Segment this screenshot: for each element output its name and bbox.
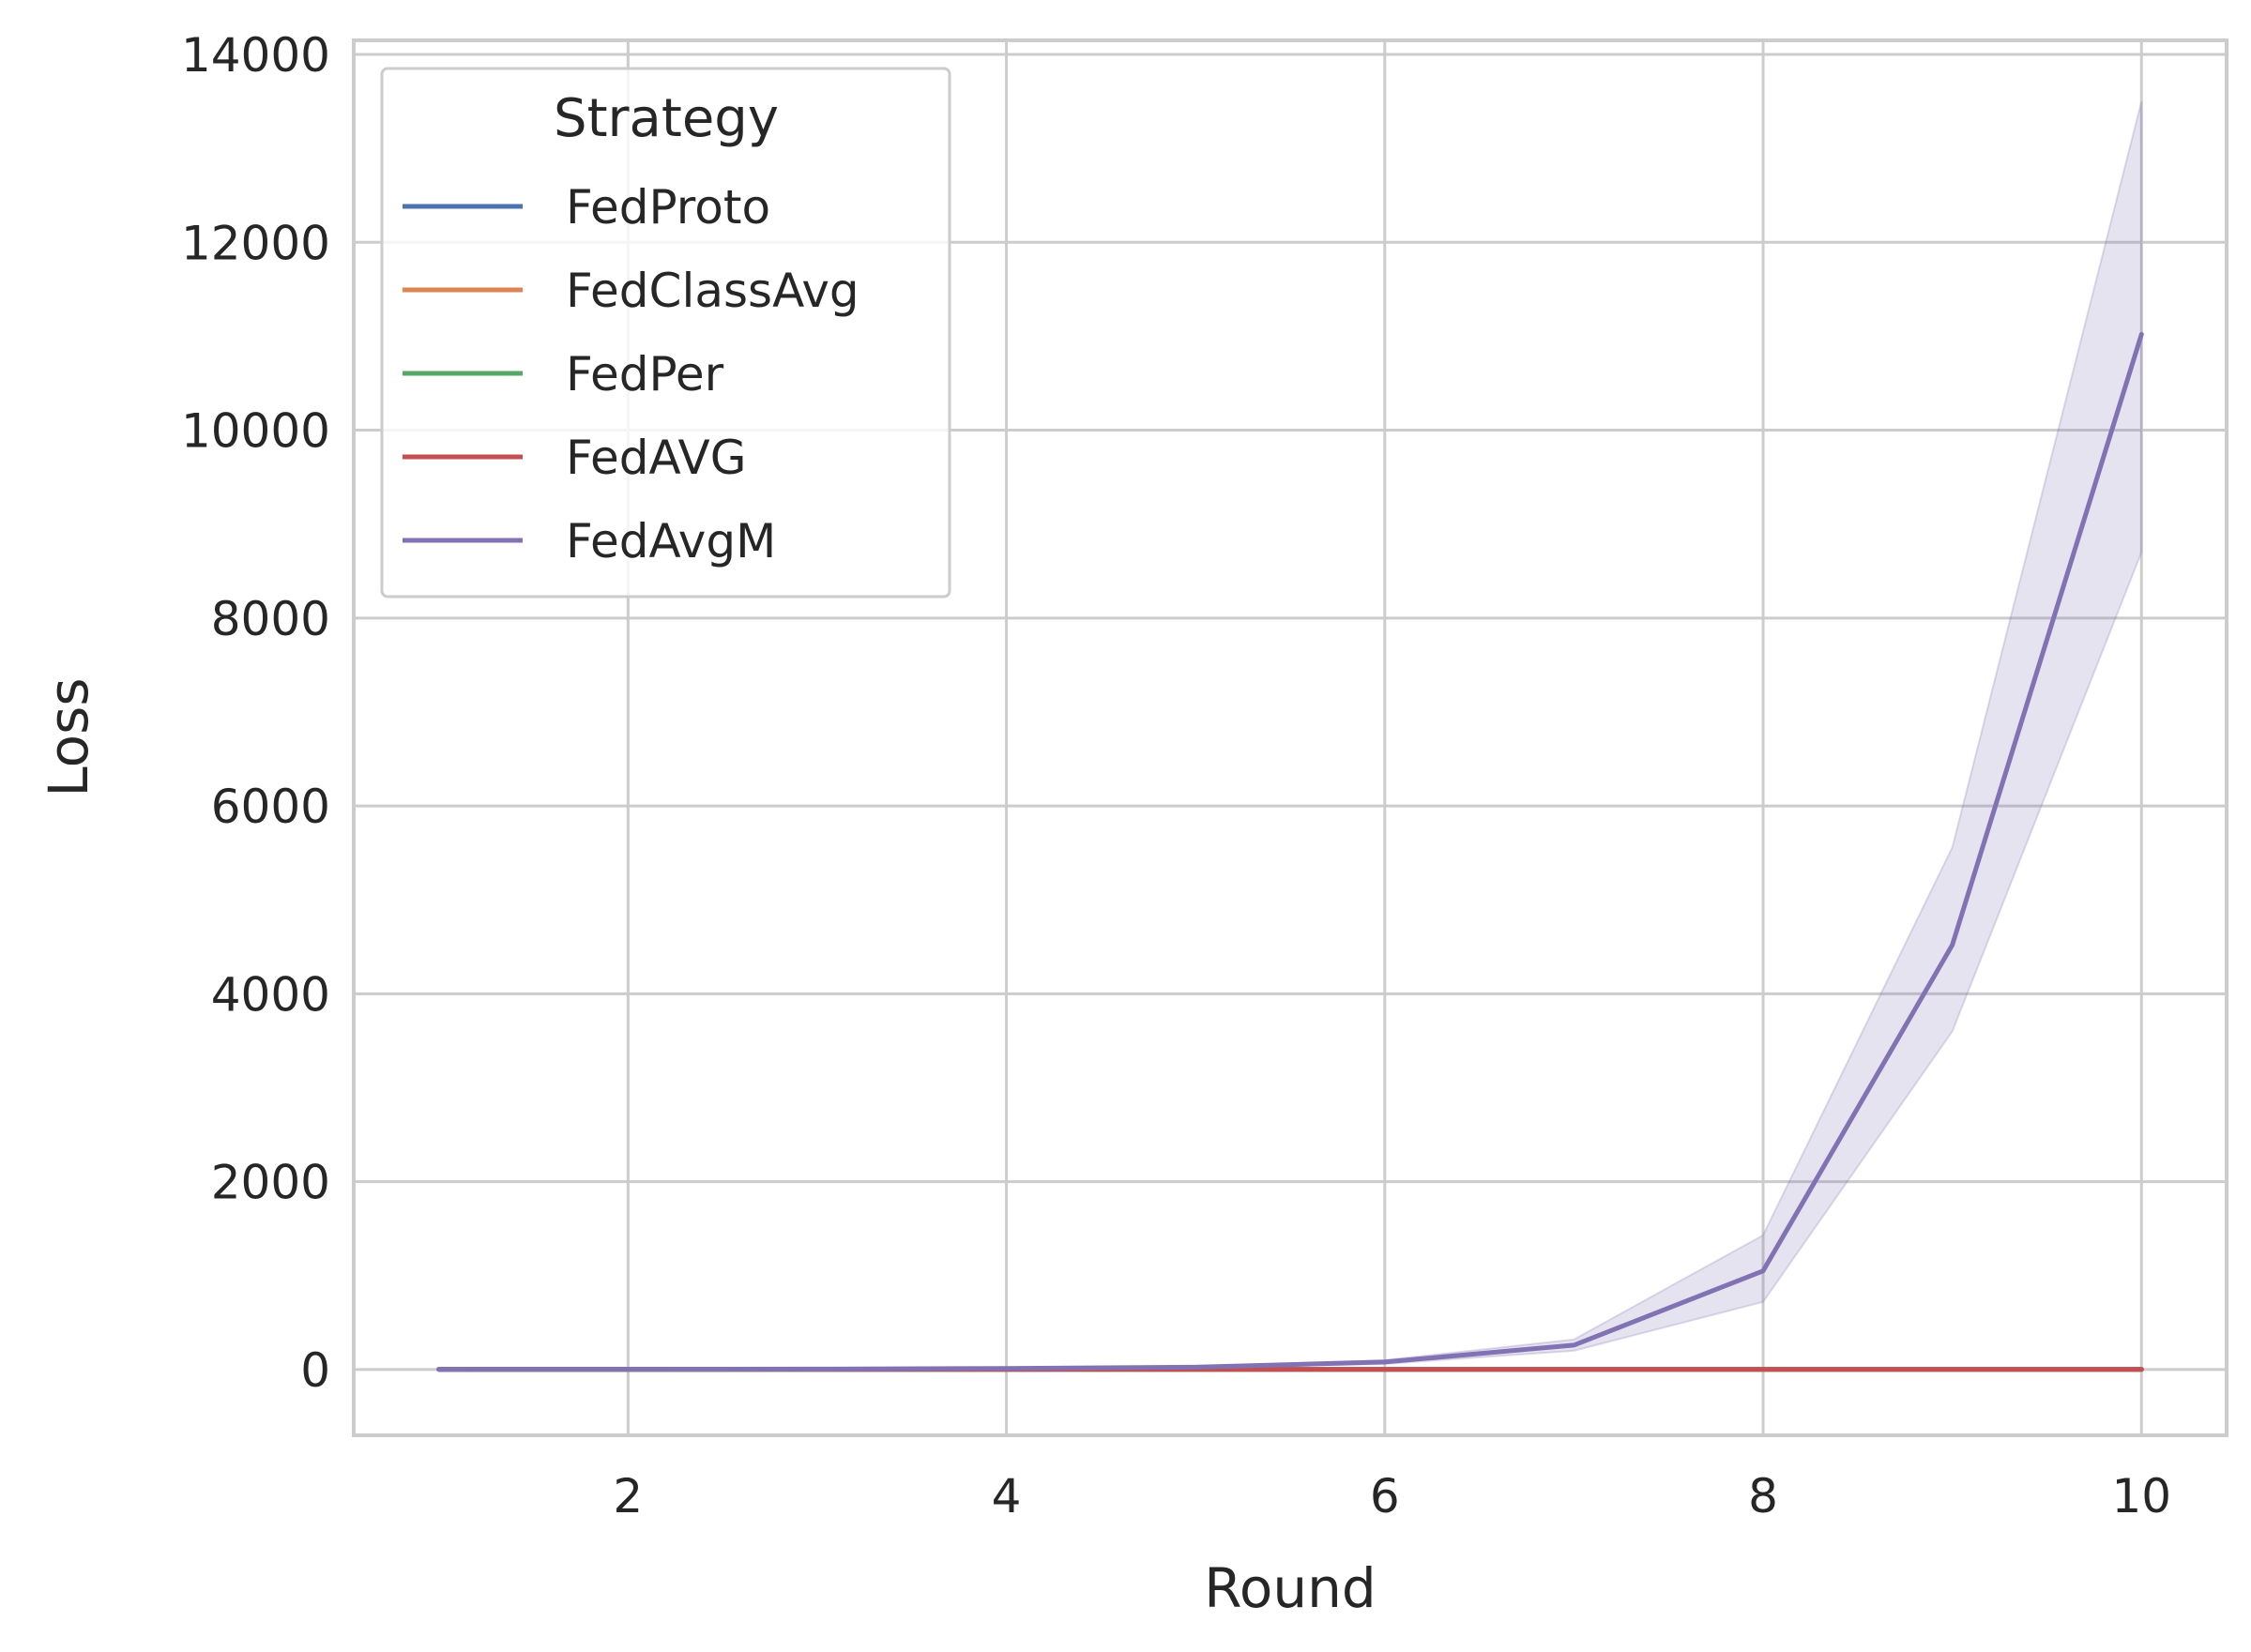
y-tick-label: 12000	[181, 216, 330, 270]
legend-item: FedProto	[403, 180, 770, 235]
y-tick-label: 2000	[211, 1156, 330, 1210]
x-tick-label: 4	[992, 1469, 1022, 1523]
x-axis-label: Round	[1204, 1556, 1376, 1620]
y-tick-label: 6000	[211, 780, 330, 834]
legend-label: FedPer	[566, 347, 724, 402]
y-tick-labels: 0 2000 4000 6000 8000 10000 12000 14000	[181, 28, 330, 1398]
y-tick-label: 4000	[211, 967, 330, 1022]
legend-item: FedAVG	[403, 431, 746, 485]
series-line	[436, 331, 2144, 1372]
x-tick-label: 6	[1370, 1469, 1400, 1523]
y-tick-label: 10000	[181, 404, 330, 459]
x-tick-label: 8	[1748, 1469, 1778, 1523]
legend-label: FedClassAvg	[566, 264, 859, 318]
legend-box	[380, 67, 951, 599]
x-tick-label: 2	[613, 1469, 643, 1523]
legend-title: Strategy	[554, 88, 779, 149]
plot-frame	[352, 38, 2228, 1437]
legend-item: FedAvgM	[403, 514, 776, 568]
legend-item: FedPer	[403, 347, 724, 402]
y-tick-label: 8000	[211, 592, 330, 646]
legend-item: FedClassAvg	[403, 264, 859, 318]
y-axis-label: Loss	[37, 677, 100, 796]
legend: Strategy FedProto FedClassAvg FedPer FedAVG…	[380, 67, 951, 599]
y-tick-label: 14000	[181, 28, 330, 83]
legend-label: FedProto	[566, 180, 770, 235]
legend-label: FedAvgM	[566, 514, 776, 568]
legend-label: FedAVG	[566, 431, 746, 485]
legend-items: FedProto FedClassAvg FedPer FedAVG FedAvgM	[403, 180, 859, 568]
x-tick-label: 10	[2111, 1469, 2171, 1523]
y-tick-label: 0	[300, 1343, 330, 1398]
x-tick-labels: 2 4 6 8 10	[613, 1469, 2171, 1523]
series-lines	[436, 331, 2144, 1372]
